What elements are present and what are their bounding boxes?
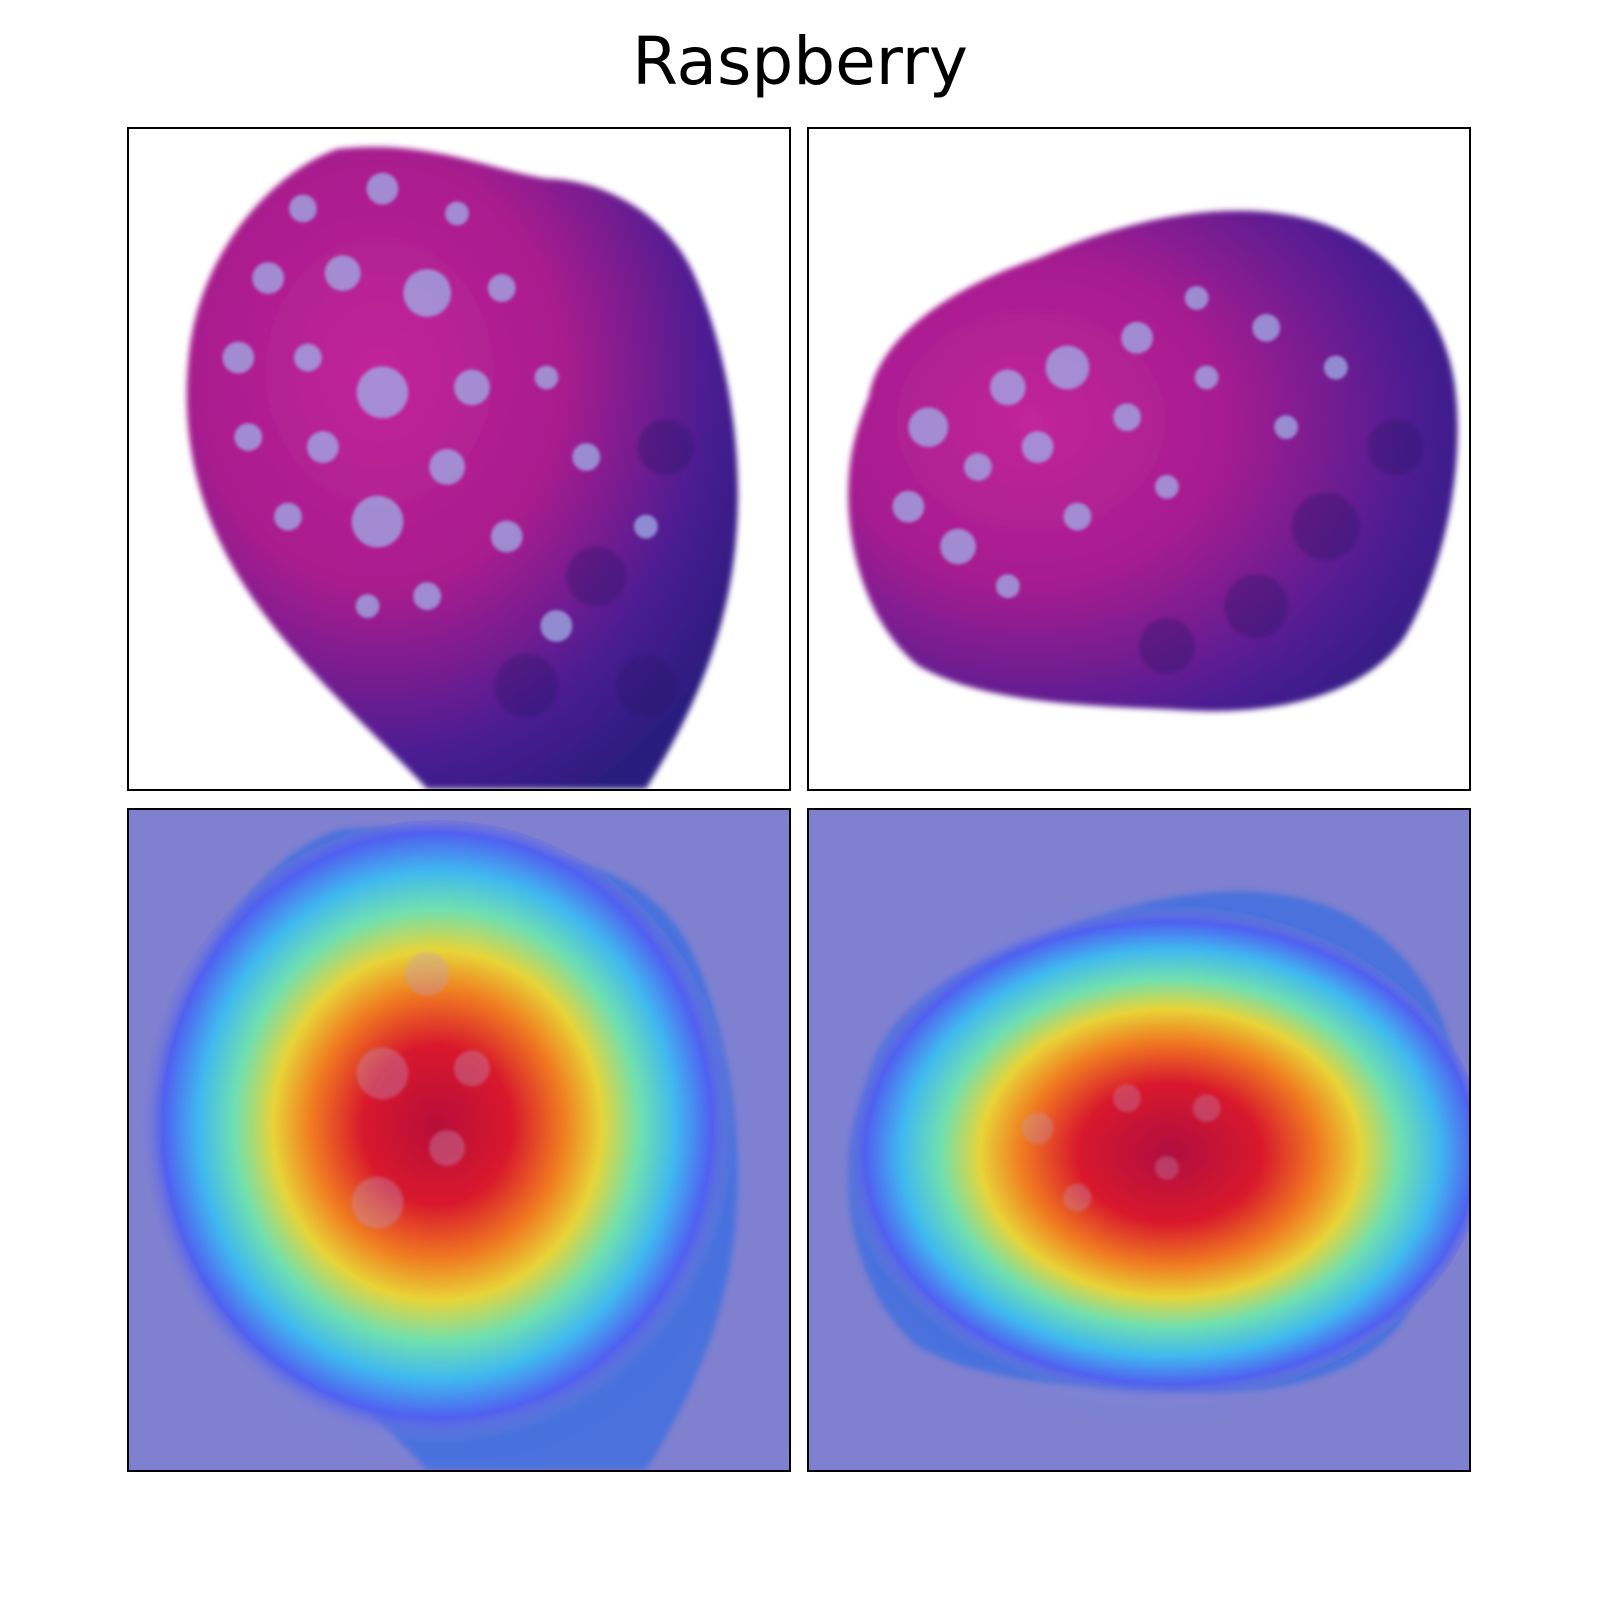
photo-panel-right <box>807 127 1471 791</box>
photo-panel-left <box>127 127 791 791</box>
drupelet-highlights <box>892 286 1348 599</box>
raspberry-image-left <box>129 129 789 789</box>
heatmap-overlay-left <box>129 810 789 1470</box>
figure-title: Raspberry <box>632 23 968 100</box>
raspberry-image-right <box>809 129 1469 789</box>
heatmap-overlay-right <box>809 810 1469 1470</box>
heatmap-panel-left <box>127 808 791 1472</box>
drupelet-highlights <box>222 172 658 642</box>
heatmap-panel-right <box>807 808 1471 1472</box>
